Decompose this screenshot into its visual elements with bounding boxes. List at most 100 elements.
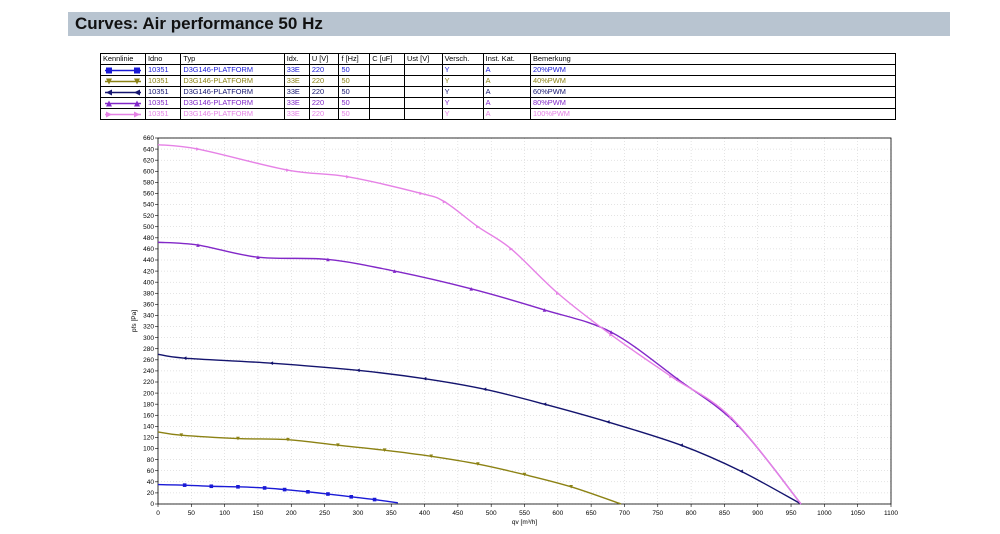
y-tick-label: 400 (143, 279, 154, 286)
legend-cell-inst: A (482, 64, 532, 76)
col-versch: Versch. (441, 53, 484, 65)
legend-cell-u: 220 (308, 86, 340, 98)
legend-cell-inst: A (482, 75, 532, 87)
legend-cell-ust (404, 108, 443, 120)
data-point (269, 361, 274, 365)
col-inst-kat: Inst. Kat. (482, 53, 532, 65)
col-u: U [V] (308, 53, 340, 65)
data-point (482, 387, 487, 392)
data-point (542, 402, 547, 406)
data-point (422, 376, 427, 381)
legend-cell-c (369, 108, 406, 120)
data-point (356, 368, 360, 373)
data-point (556, 291, 560, 296)
legend-cell-idno: 10351 (144, 97, 182, 109)
y-tick-label: 20 (147, 490, 155, 497)
legend-cell-idno: 10351 (144, 75, 182, 87)
col-f: f [Hz] (338, 53, 371, 65)
y-tick-label: 180 (143, 401, 154, 408)
header-bar: Curves: Air performance 50 Hz (68, 12, 950, 36)
legend-cell-bemerkung: 100%PWM (530, 108, 896, 120)
legend-cell-typ: D3G146-PLATFORM (180, 64, 285, 76)
legend-cell-ust (404, 97, 443, 109)
legend-cell-bemerkung: 20%PWM (530, 64, 896, 76)
y-axis-label: pfs [Pa] (131, 310, 138, 332)
data-point (179, 433, 184, 438)
legend-cell-f: 50 (338, 108, 371, 120)
data-point (306, 490, 310, 494)
x-tick-label: 1100 (884, 510, 898, 517)
legend-cell-f: 50 (338, 64, 371, 76)
x-tick-label: 150 (253, 510, 264, 517)
legend-header-row: Kennlinie Idno Typ Idx. U [V] f [Hz] C [… (100, 53, 896, 65)
data-point (196, 147, 200, 151)
legend-cell-bemerkung: 40%PWM (530, 75, 896, 87)
x-tick-label: 200 (286, 510, 297, 517)
data-point (372, 497, 377, 502)
x-tick-label: 450 (452, 510, 463, 517)
legend-cell-idno: 10351 (144, 86, 182, 98)
y-tick-label: 160 (143, 412, 154, 419)
data-point (349, 494, 354, 499)
data-point (569, 485, 573, 489)
data-point (336, 443, 340, 448)
legend-cell-typ: D3G146-PLATFORM (180, 108, 285, 120)
col-ust: Ust [V] (404, 53, 443, 65)
y-tick-label: 380 (143, 290, 154, 297)
legend-cell-versch: Y (441, 64, 484, 76)
x-tick-label: 800 (686, 510, 697, 517)
x-tick-label: 600 (552, 510, 563, 517)
data-point (392, 269, 397, 273)
y-tick-label: 80 (147, 457, 155, 464)
data-point (609, 333, 613, 337)
legend-table: Kennlinie Idno Typ Idx. U [V] f [Hz] C [… (100, 53, 896, 120)
x-tick-label: 950 (786, 510, 797, 517)
x-tick-label: 750 (652, 510, 663, 517)
legend-cell-u: 220 (308, 108, 340, 120)
y-tick-label: 0 (150, 501, 154, 508)
y-tick-label: 60 (147, 468, 155, 475)
x-tick-label: 700 (619, 510, 630, 517)
x-tick-label: 1000 (817, 510, 832, 517)
y-tick-label: 320 (143, 324, 154, 331)
data-point (286, 437, 290, 442)
legend-cell-inst: A (482, 97, 532, 109)
data-point (196, 243, 200, 247)
y-tick-label: 540 (143, 202, 154, 209)
data-point (669, 374, 673, 379)
legend-cell-f: 50 (338, 75, 371, 87)
col-c: C [uF] (369, 53, 406, 65)
legend-cell-ust (404, 64, 443, 76)
legend-cell-bemerkung: 60%PWM (530, 86, 896, 98)
y-tick-label: 460 (143, 246, 154, 253)
legend-line-sample (100, 75, 146, 87)
legend-cell-idx: 33E (283, 97, 310, 109)
legend-cell-f: 50 (338, 86, 371, 98)
x-tick-label: 300 (352, 510, 363, 517)
y-tick-label: 520 (143, 213, 154, 220)
x-tick-label: 500 (486, 510, 497, 517)
x-tick-label: 400 (419, 510, 430, 517)
y-tick-label: 660 (143, 135, 154, 142)
legend-cell-bemerkung: 80%PWM (530, 97, 896, 109)
data-point (609, 330, 613, 334)
performance-chart: 0 50 100 150 200 250 300 350 400 450 500 550 600 650 7… (131, 135, 898, 526)
legend-cell-ust (404, 75, 443, 87)
data-point (509, 247, 513, 251)
data-point (236, 436, 240, 441)
y-tick-label: 580 (143, 180, 154, 187)
data-point (442, 199, 447, 204)
x-tick-label: 250 (319, 510, 330, 517)
legend-cell-typ: D3G146-PLATFORM (180, 97, 285, 109)
data-point (679, 443, 683, 448)
y-tick-label: 280 (143, 346, 154, 353)
x-tick-label: 850 (719, 510, 730, 517)
data-point (542, 308, 547, 312)
data-point (382, 448, 387, 453)
x-tick-label: 1050 (850, 510, 865, 517)
legend-cell-idx: 33E (283, 64, 310, 76)
y-tick-label: 340 (143, 313, 154, 320)
legend-cell-versch: Y (441, 97, 484, 109)
y-tick-label: 480 (143, 235, 154, 242)
y-tick-label: 360 (143, 302, 154, 309)
